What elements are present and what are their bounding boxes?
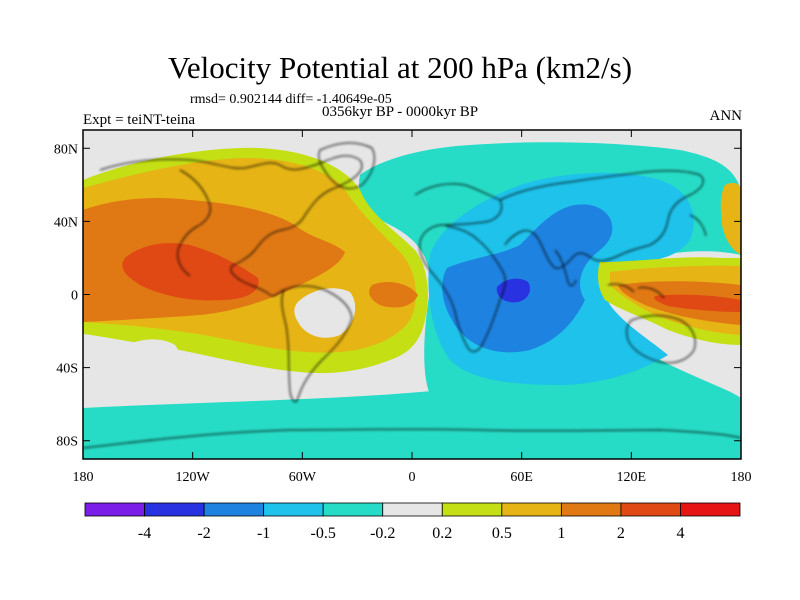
- lon-tick-label: 120E: [617, 470, 647, 485]
- lon-tick-label: 60W: [289, 470, 317, 485]
- lat-tick-label: 0: [71, 289, 78, 304]
- chart-title: Velocity Potential at 200 hPa (km2/s): [167, 50, 633, 85]
- colorbar-level-label: 0.2: [432, 525, 452, 542]
- contour-fill-neutral-south-pacific: [115, 339, 180, 380]
- colorbar-swatch: [144, 502, 205, 517]
- colorbar: -4 -2 -1 -0.5 -0.2 0.2 0.5 1 2 4: [84, 502, 741, 542]
- season-label: ANN: [709, 108, 743, 124]
- longitude-ticks: 180 120W 60W 0 60E 120E 180: [73, 130, 752, 485]
- contour-fill-pos-core: [122, 243, 259, 301]
- colorbar-swatch: [382, 502, 443, 517]
- lon-tick-label: 0: [409, 470, 416, 485]
- colorbar-level-label: -4: [138, 525, 151, 542]
- colorbar-level-label: -0.5: [311, 525, 336, 542]
- colorbar-swatch: [501, 502, 562, 517]
- lat-tick-label: 80S: [56, 435, 78, 450]
- contour-fill-pos-east-edge: [720, 182, 741, 255]
- contour-fill-pos-south-america: [369, 281, 418, 308]
- colorbar-swatch: [680, 502, 741, 517]
- lat-tick-label: 40S: [56, 362, 78, 377]
- colorbar-level-label: 4: [676, 525, 684, 542]
- colorbar-swatch: [560, 502, 622, 517]
- colorbar-swatch: [203, 502, 265, 517]
- experiment-label: Expt = teiNT-teina: [83, 112, 196, 128]
- colorbar-level-label: -0.2: [370, 525, 395, 542]
- lon-tick-label: 120W: [176, 470, 211, 485]
- contour-field: [83, 130, 741, 459]
- coastlines: [83, 142, 741, 449]
- lon-tick-label: 60E: [510, 470, 533, 485]
- period-label: 0356kyr BP - 0000kyr BP: [322, 104, 479, 120]
- colorbar-swatch: [322, 502, 384, 517]
- latitude-ticks: 80N 40N 0 40S 80S: [54, 142, 741, 450]
- lat-tick-label: 40N: [54, 215, 78, 230]
- colorbar-level-label: 1: [557, 525, 565, 542]
- contour-fill-pos-west-pacific-core: [654, 294, 741, 312]
- lon-tick-label: 180: [731, 470, 752, 485]
- colorbar-swatch: [263, 502, 324, 517]
- colorbar-swatch: [620, 502, 681, 517]
- stats-label: rmsd= 0.902144 diff= -1.40649e-05: [190, 92, 392, 107]
- colorbar-swatch: [441, 502, 503, 517]
- colorbar-level-label: 2: [617, 525, 625, 542]
- contour-fill-neg-inner: [442, 204, 613, 353]
- colorbar-level-label: -2: [197, 525, 210, 542]
- lat-tick-label: 80N: [54, 142, 78, 157]
- colorbar-swatch: [84, 502, 145, 517]
- colorbar-level-label: -1: [257, 525, 270, 542]
- lon-tick-label: 180: [73, 470, 94, 485]
- colorbar-level-label: 0.5: [492, 525, 512, 542]
- contour-fill-neutral-south-america: [294, 288, 356, 338]
